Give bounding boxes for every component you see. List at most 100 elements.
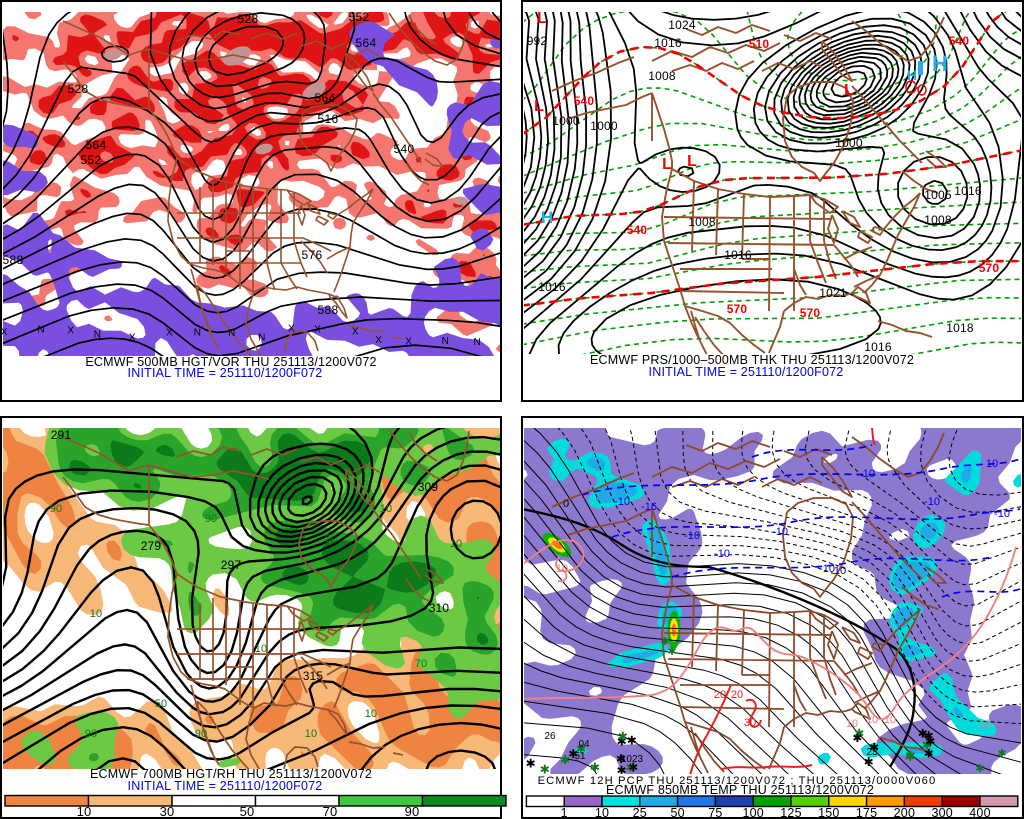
svg-text:25: 25 <box>633 806 647 819</box>
svg-text:✱: ✱ <box>616 752 626 766</box>
svg-text:75: 75 <box>708 806 722 819</box>
svg-text:-10: -10 <box>924 496 940 508</box>
svg-text:✱: ✱ <box>925 734 935 748</box>
svg-text:50: 50 <box>110 443 122 455</box>
svg-text:-10: -10 <box>684 530 700 542</box>
svg-text:10: 10 <box>866 714 878 726</box>
svg-text:200: 200 <box>894 806 915 819</box>
svg-text:-10: -10 <box>614 496 630 508</box>
svg-text:L: L <box>537 10 547 27</box>
svg-text:N: N <box>194 328 201 339</box>
svg-text:✱: ✱ <box>590 761 600 775</box>
svg-text:H: H <box>932 51 948 76</box>
svg-text:INITIAL TIME = 251110/1200F072: INITIAL TIME = 251110/1200F072 <box>128 779 323 793</box>
svg-text:✱: ✱ <box>560 753 570 767</box>
svg-text:X: X <box>314 324 321 335</box>
svg-text:✱: ✱ <box>660 636 669 648</box>
svg-text:540: 540 <box>574 94 595 108</box>
svg-text:540: 540 <box>949 34 970 48</box>
svg-text:10: 10 <box>595 806 609 819</box>
svg-text:INITIAL TIME = 251110/1200F072: INITIAL TIME = 251110/1200F072 <box>128 366 323 380</box>
svg-text:✱: ✱ <box>869 740 879 754</box>
svg-text:528: 528 <box>68 82 89 96</box>
svg-text:540: 540 <box>627 223 648 237</box>
svg-text:✱: ✱ <box>922 738 932 752</box>
svg-text:297: 297 <box>221 558 242 572</box>
svg-text:125: 125 <box>780 806 801 819</box>
svg-text:50: 50 <box>670 806 684 819</box>
svg-text:30: 30 <box>160 804 175 819</box>
svg-text:L: L <box>844 82 854 99</box>
svg-text:-16: -16 <box>641 501 657 513</box>
svg-text:X: X <box>129 332 136 343</box>
svg-text:20: 20 <box>731 689 743 701</box>
svg-text:X: X <box>67 326 74 337</box>
svg-text:1000: 1000 <box>552 114 580 128</box>
svg-text:✱: ✱ <box>975 763 984 775</box>
svg-text:✱: ✱ <box>618 729 628 743</box>
svg-text:564: 564 <box>356 36 377 50</box>
svg-text:30: 30 <box>744 717 756 729</box>
svg-text:90: 90 <box>195 728 207 740</box>
svg-text:✱: ✱ <box>617 763 627 777</box>
svg-text:N: N <box>258 332 265 343</box>
svg-text:N: N <box>473 337 480 348</box>
svg-text:N: N <box>94 329 101 340</box>
svg-text:N: N <box>37 325 44 336</box>
svg-text:10: 10 <box>846 718 858 730</box>
svg-text:✱: ✱ <box>905 749 915 763</box>
svg-text:✱: ✱ <box>852 731 862 745</box>
svg-text:1008: 1008 <box>688 215 716 229</box>
svg-text:309: 309 <box>418 480 439 494</box>
svg-text:-10: -10 <box>859 468 875 480</box>
svg-text:L: L <box>662 156 672 173</box>
svg-text:70: 70 <box>323 804 338 819</box>
svg-text:-10: -10 <box>714 548 730 560</box>
svg-text:50: 50 <box>155 698 167 710</box>
svg-text:90: 90 <box>50 503 62 515</box>
svg-text:291: 291 <box>51 428 72 442</box>
svg-text:310: 310 <box>429 601 450 615</box>
svg-text:X: X <box>375 335 382 346</box>
svg-text:✱: ✱ <box>627 733 637 747</box>
svg-text:50: 50 <box>240 804 255 819</box>
svg-text:552: 552 <box>349 10 370 24</box>
svg-text:90: 90 <box>85 728 97 740</box>
svg-text:✱: ✱ <box>568 747 578 761</box>
svg-text:N: N <box>228 328 235 339</box>
svg-text:10: 10 <box>380 503 392 515</box>
svg-text:-10: -10 <box>819 563 835 575</box>
svg-text:ECMWF 850MB TEMP THU 251113/12: ECMWF 850MB TEMP THU 251113/1200V072 <box>606 783 874 797</box>
svg-text:✱: ✱ <box>667 646 676 658</box>
svg-text:400: 400 <box>969 806 990 819</box>
svg-text:10: 10 <box>365 708 377 720</box>
svg-text:570: 570 <box>979 261 1000 275</box>
svg-text:-10: -10 <box>994 508 1010 520</box>
svg-text:04: 04 <box>578 739 590 750</box>
svg-text:1023: 1023 <box>621 754 644 765</box>
svg-text:✱: ✱ <box>628 760 638 774</box>
svg-text:-10: -10 <box>772 526 788 538</box>
svg-text:26: 26 <box>544 731 556 742</box>
svg-text:✱: ✱ <box>924 747 934 761</box>
svg-text:1000: 1000 <box>835 136 863 150</box>
svg-text:70: 70 <box>415 658 427 670</box>
svg-text:10: 10 <box>450 538 462 550</box>
svg-text:X: X <box>288 323 295 334</box>
svg-text:✱: ✱ <box>905 750 915 764</box>
svg-text:300: 300 <box>931 806 952 819</box>
svg-text:✱: ✱ <box>540 762 550 776</box>
svg-text:H: H <box>541 208 553 227</box>
svg-text:51: 51 <box>574 751 586 762</box>
svg-text:H: H <box>907 67 917 83</box>
svg-text:1: 1 <box>561 806 568 819</box>
svg-text:315: 315 <box>303 669 324 683</box>
svg-text:1016: 1016 <box>538 280 566 294</box>
svg-text:✱: ✱ <box>576 742 586 756</box>
svg-text:588: 588 <box>318 303 339 317</box>
svg-text:10: 10 <box>255 643 267 655</box>
svg-text:✱: ✱ <box>918 727 928 741</box>
svg-text:175: 175 <box>856 806 877 819</box>
svg-text:✱: ✱ <box>626 760 636 774</box>
svg-text:ECMWF 500MB HGT/VOR THU 251113: ECMWF 500MB HGT/VOR THU 251113/1200V072 <box>85 355 376 369</box>
